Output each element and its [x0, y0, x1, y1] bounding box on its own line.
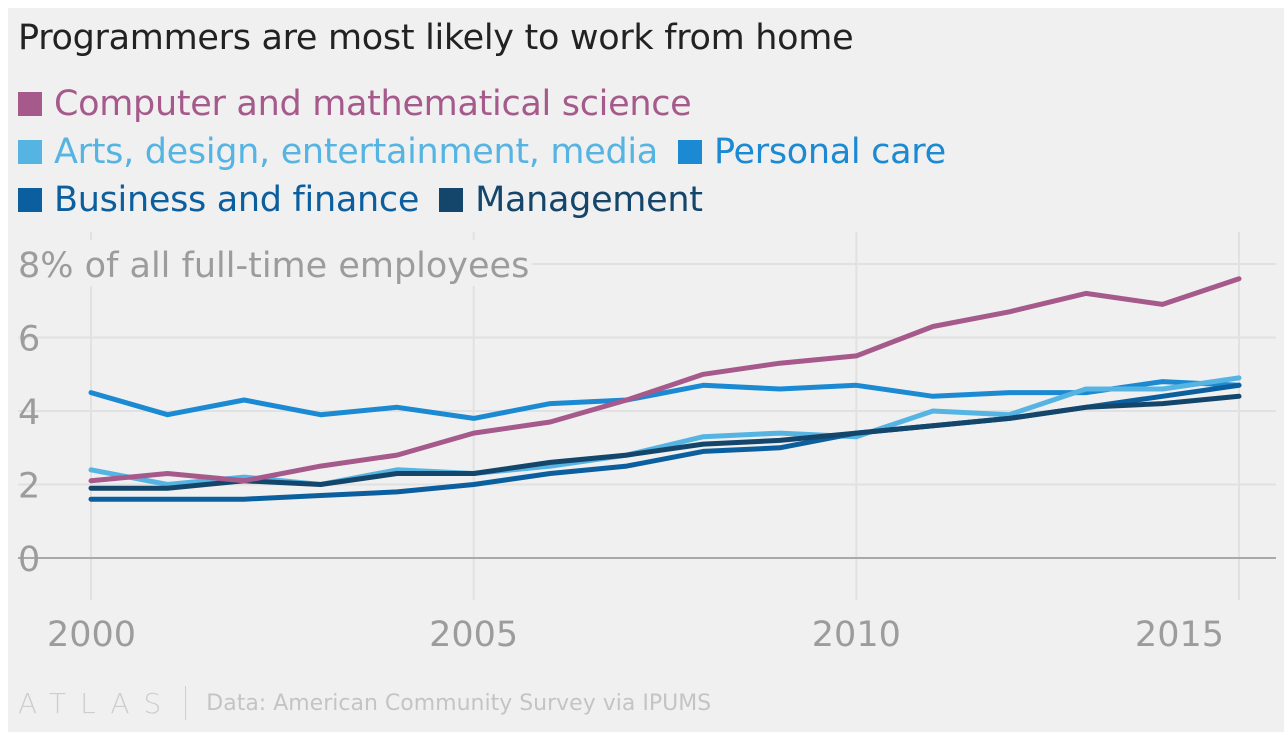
chart-title: Programmers are most likely to work from… — [18, 18, 854, 58]
x-tick-label: 2000 — [47, 615, 136, 655]
legend-label: Management — [475, 180, 703, 220]
y-tick-label: 2 — [18, 467, 40, 507]
legend-label: Arts, design, entertainment, media — [54, 132, 658, 172]
legend-row-1: Computer and mathematical science — [18, 82, 711, 126]
y-tick-label: 8% of all full-time employees — [18, 246, 529, 286]
footer-divider — [185, 686, 187, 720]
atlas-logo: ATLAS — [18, 686, 176, 720]
legend-row-3: Business and finance Management — [18, 178, 723, 222]
legend-label: Business and finance — [54, 180, 420, 220]
y-label-mask — [14, 240, 532, 286]
footer: ATLAS Data: American Community Survey vi… — [18, 686, 711, 720]
legend-row-2: Arts, design, entertainment, media Perso… — [18, 130, 966, 174]
legend-item-arts-design: Arts, design, entertainment, media — [18, 132, 658, 172]
y-tick-label: 0 — [18, 540, 40, 580]
source-note: Data: American Community Survey via IPUM… — [206, 690, 712, 716]
legend-swatch — [677, 140, 702, 164]
legend-swatch — [18, 140, 42, 164]
x-tick-label: 2015 — [1135, 615, 1224, 655]
x-tick-label: 2010 — [812, 615, 901, 655]
legend-label: Computer and mathematical science — [54, 84, 692, 124]
legend-swatch — [18, 188, 42, 212]
legend-item-business-finance: Business and finance — [18, 180, 419, 220]
legend-item-management: Management — [439, 180, 703, 220]
series-line-personal-care — [88, 379, 1242, 421]
series-line-computer-and-mathematical-science — [88, 276, 1242, 484]
legend-swatch — [18, 92, 42, 116]
legend-label: Personal care — [713, 132, 946, 172]
series-line-management — [88, 393, 1242, 491]
legend-item-personal-care: Personal care — [677, 132, 946, 172]
legend-item-computer-math: Computer and mathematical science — [18, 84, 692, 124]
y-tick-label: 6 — [18, 320, 40, 360]
chart-background — [8, 8, 1284, 732]
y-tick-label: 4 — [18, 393, 40, 433]
x-tick-label: 2005 — [429, 615, 518, 655]
legend-swatch — [439, 188, 464, 212]
